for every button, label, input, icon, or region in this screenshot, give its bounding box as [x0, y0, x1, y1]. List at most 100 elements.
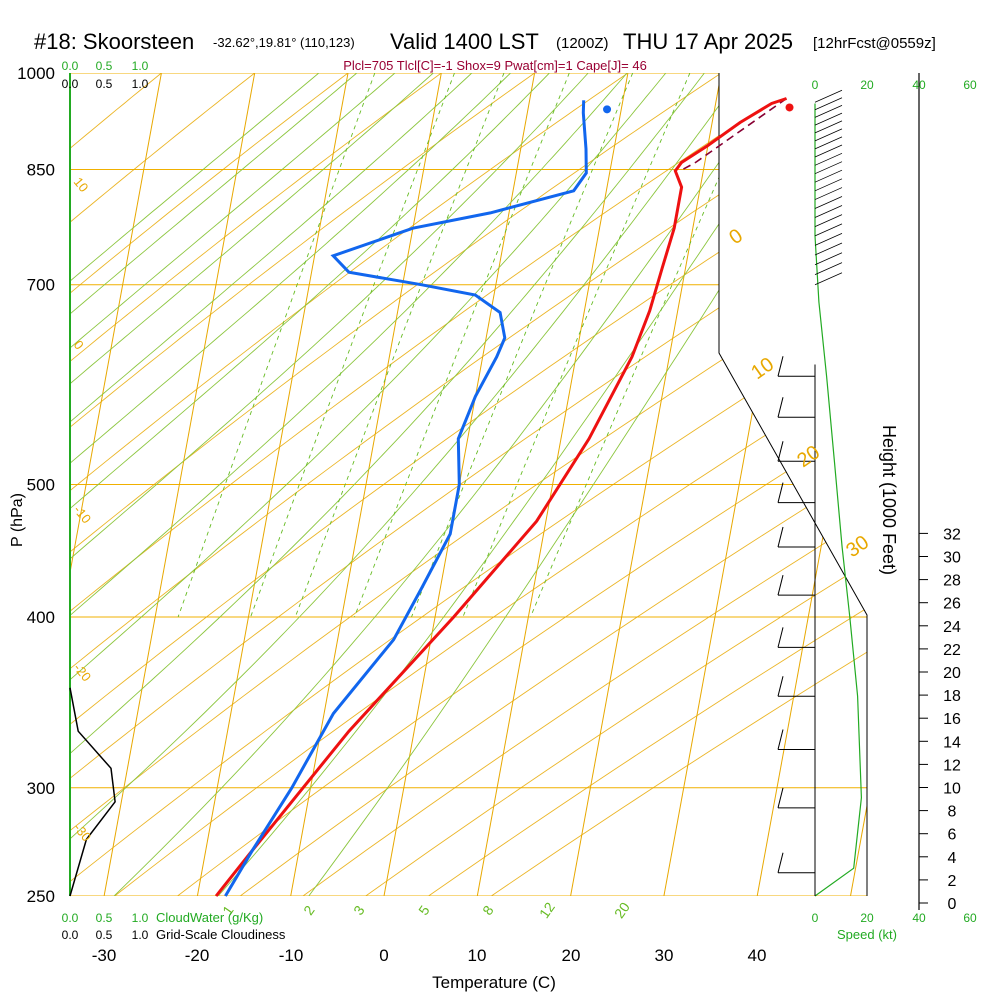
isotherm-label: 10 [747, 353, 778, 384]
theta-label: -10 [71, 502, 95, 526]
dry-adiabat [393, 73, 867, 896]
wind-barb [814, 136, 843, 150]
wind-barb [814, 120, 843, 134]
moist-adiabat [70, 73, 466, 896]
x-tick-label: 30 [655, 946, 674, 965]
wind-barb [814, 97, 843, 111]
mixing-ratio-label: 5 [415, 902, 433, 918]
wind-barb [814, 214, 843, 227]
profiles [214, 97, 794, 897]
y-tick-label: 400 [27, 608, 55, 627]
wind-barb [777, 482, 784, 503]
dewpoint-line [224, 100, 588, 897]
surface-dewpoint-dot [603, 105, 612, 114]
height-tick-label: 22 [943, 642, 961, 659]
wind-barb [814, 89, 843, 103]
speed-tick-bottom: 40 [912, 911, 926, 925]
moist-adiabat [70, 73, 354, 896]
wind-barb [814, 272, 843, 286]
mixing-ratio-line [250, 73, 455, 618]
cloudiness-tick-bottom: 0.5 [96, 928, 113, 942]
cloudiness-tick-top: 1.0 [132, 77, 149, 91]
cloud-water-tick-top: 0.5 [96, 59, 113, 73]
mixing-ratio-label: 12 [536, 899, 558, 921]
y-tick-label: 300 [27, 779, 55, 798]
isotherm-label: 30 [842, 531, 873, 562]
height-tick-label: 14 [943, 734, 961, 751]
moist-adiabat [70, 73, 578, 896]
wind-barb [814, 112, 843, 126]
cloud-water-tick-bottom: 0.0 [62, 911, 79, 925]
height-tick-label: 4 [948, 850, 957, 867]
cloudiness-tick-bottom: 0.0 [62, 928, 79, 942]
wind-barb [814, 187, 843, 200]
wind-barb [814, 104, 843, 118]
wind-barb [777, 852, 784, 873]
wind-barb [814, 252, 843, 266]
isotherm [79, 73, 261, 896]
y-tick-label: 500 [27, 476, 55, 495]
height-tick-label: 16 [943, 711, 961, 728]
x-tick-label: 40 [748, 946, 767, 965]
cloudiness-label: Grid-Scale Cloudiness [156, 927, 286, 942]
thermo-grid [70, 44, 1000, 1000]
isotherm [920, 44, 1000, 1000]
moist-adiabat [70, 73, 727, 896]
theta-label: 0 [71, 337, 87, 352]
mixing-ratio-line [353, 73, 570, 618]
height-tick-label: 18 [943, 688, 961, 705]
dry-adiabat [145, 73, 867, 896]
station-title: #18: Skoorsteen [34, 29, 194, 54]
wind-barb [777, 787, 784, 809]
height-tick-label: 8 [948, 804, 957, 821]
y-tick-label: 1000 [17, 64, 55, 83]
wind-barb [814, 128, 843, 142]
y-tick-label: 850 [27, 160, 55, 179]
wind-barb [814, 205, 843, 218]
y2-axis-title: Height (1000 Feet) [879, 425, 899, 575]
height-tick-label: 32 [943, 526, 961, 543]
height-tick-label: 0 [948, 896, 957, 913]
y-tick-label: 700 [27, 276, 55, 295]
x-axis-title: Temperature (C) [432, 973, 556, 992]
theta-label: -30 [71, 820, 95, 844]
valid-time: Valid 1400 LST [390, 29, 539, 54]
height-tick-label: 6 [948, 827, 957, 844]
wind-barb [814, 161, 843, 175]
wind-barb [814, 178, 843, 192]
isotherm [452, 73, 634, 896]
y-tick-label: 250 [27, 887, 55, 906]
wind-barb [777, 441, 784, 462]
wind-barb [814, 144, 843, 158]
height-tick-label: 28 [943, 573, 961, 590]
moist-adiabat [70, 73, 615, 896]
cloudiness-tick-top: 0.0 [62, 77, 79, 91]
isotherm [265, 73, 448, 896]
dry-adiabat [70, 73, 867, 896]
theta-label: 10 [71, 174, 92, 195]
y-axis-title: P (hPa) [9, 493, 26, 547]
speed-tick-top: 20 [860, 78, 874, 92]
dry-adiabat [70, 73, 576, 896]
height-tick-label: 2 [948, 873, 957, 890]
isotherm-label: 20 [793, 441, 824, 472]
moist-adiabat [70, 73, 503, 896]
dry-adiabat [83, 73, 867, 896]
mixing-ratio-label: 20 [611, 899, 633, 921]
isotherm [825, 73, 867, 896]
cloudiness-line [69, 687, 116, 897]
moist-adiabat [70, 73, 429, 896]
cloudiness-tick-bottom: 1.0 [132, 928, 149, 942]
x-tick-label: -20 [185, 946, 210, 965]
indices-line: Plcl=705 Tlcl[C]=-1 Shox=9 Pwat[cm]=1 Ca… [343, 58, 647, 73]
cloudiness-tick-top: 0.5 [96, 77, 113, 91]
height-tick-label: 20 [943, 665, 961, 682]
mixing-ratio-label: 3 [350, 902, 368, 918]
wind-barb [777, 526, 784, 548]
dry-adiabat [70, 73, 867, 896]
mixing-ratio-line [177, 73, 376, 618]
dry-adiabat [70, 73, 198, 896]
wind-speed-line [814, 103, 863, 897]
x-tick-label: -10 [279, 946, 304, 965]
